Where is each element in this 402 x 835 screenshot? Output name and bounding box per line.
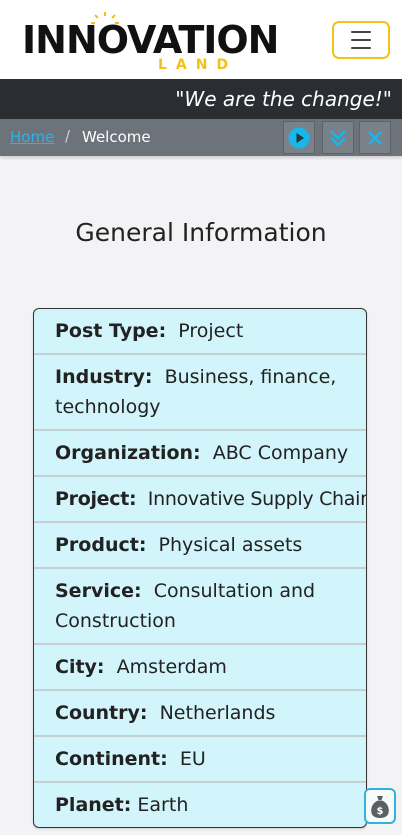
money-bag-button[interactable]: $ — [364, 788, 396, 824]
site-header: INNOVATION LAND — [0, 0, 402, 79]
info-label: Planet: — [55, 794, 132, 816]
info-row-planet: Planet: Earth — [34, 783, 366, 827]
general-info-card: Post Type: Project Industry: Business, f… — [33, 308, 367, 828]
info-label: Post Type: — [55, 320, 167, 342]
info-label: Project: — [55, 488, 137, 510]
info-row-continent: Continent: EU — [34, 737, 366, 783]
hamburger-icon — [351, 31, 371, 33]
breadcrumb-separator: / — [65, 127, 71, 145]
info-label: Industry: — [55, 366, 153, 388]
info-row-post-type: Post Type: Project — [34, 309, 366, 355]
info-label: Service: — [55, 580, 142, 602]
info-value: EU — [179, 748, 206, 770]
info-value: ABC Company — [212, 442, 349, 464]
info-row-product: Product: Physical assets — [34, 523, 366, 569]
info-label: Organization: — [55, 442, 201, 464]
info-value: Earth — [137, 794, 189, 816]
info-row-organization: Organization: ABC Company — [34, 431, 366, 477]
info-label: Country: — [55, 702, 148, 724]
menu-toggle-button[interactable] — [332, 21, 390, 59]
breadcrumb: Home / Welcome — [0, 119, 402, 156]
money-bag-icon: $ — [371, 796, 389, 818]
logo-wordmark: INNOVATION — [22, 18, 279, 62]
info-label: Product: — [55, 534, 147, 556]
info-value: Netherlands — [159, 702, 276, 724]
svg-text:$: $ — [377, 806, 384, 817]
info-value: Physical assets — [158, 534, 303, 556]
double-chevron-down-icon — [330, 129, 346, 147]
play-button[interactable] — [283, 121, 315, 154]
info-row-country: Country: Netherlands — [34, 691, 366, 737]
info-row-city: City: Amsterdam — [34, 645, 366, 691]
info-value: Innovative Supply Chain — [147, 488, 367, 510]
info-value: Business, finance, technology — [55, 366, 337, 418]
breadcrumb-home-link[interactable]: Home — [10, 128, 55, 146]
info-row-industry: Industry: Business, finance, technology — [34, 355, 366, 431]
info-row-service: Service: Consultation and Construction — [34, 569, 366, 645]
tagline-banner: "We are the change!" — [0, 79, 402, 119]
lightbulb-icon — [91, 12, 119, 24]
info-value: Project — [178, 320, 244, 342]
info-label: City: — [55, 656, 105, 678]
page-title: General Information — [75, 218, 327, 247]
innovation-land-logo[interactable]: INNOVATION LAND — [22, 12, 279, 76]
play-icon — [288, 127, 310, 148]
info-label: Continent: — [55, 748, 168, 770]
close-button[interactable] — [359, 121, 391, 154]
info-value: Consultation and Construction — [55, 580, 316, 632]
breadcrumb-current: Welcome — [82, 128, 151, 146]
logo-subtext: LAND — [158, 57, 238, 73]
close-icon — [368, 130, 382, 145]
info-value: Amsterdam — [116, 656, 227, 678]
info-row-project: Project: Innovative Supply Chain — [34, 477, 366, 523]
expand-button[interactable] — [322, 121, 354, 154]
